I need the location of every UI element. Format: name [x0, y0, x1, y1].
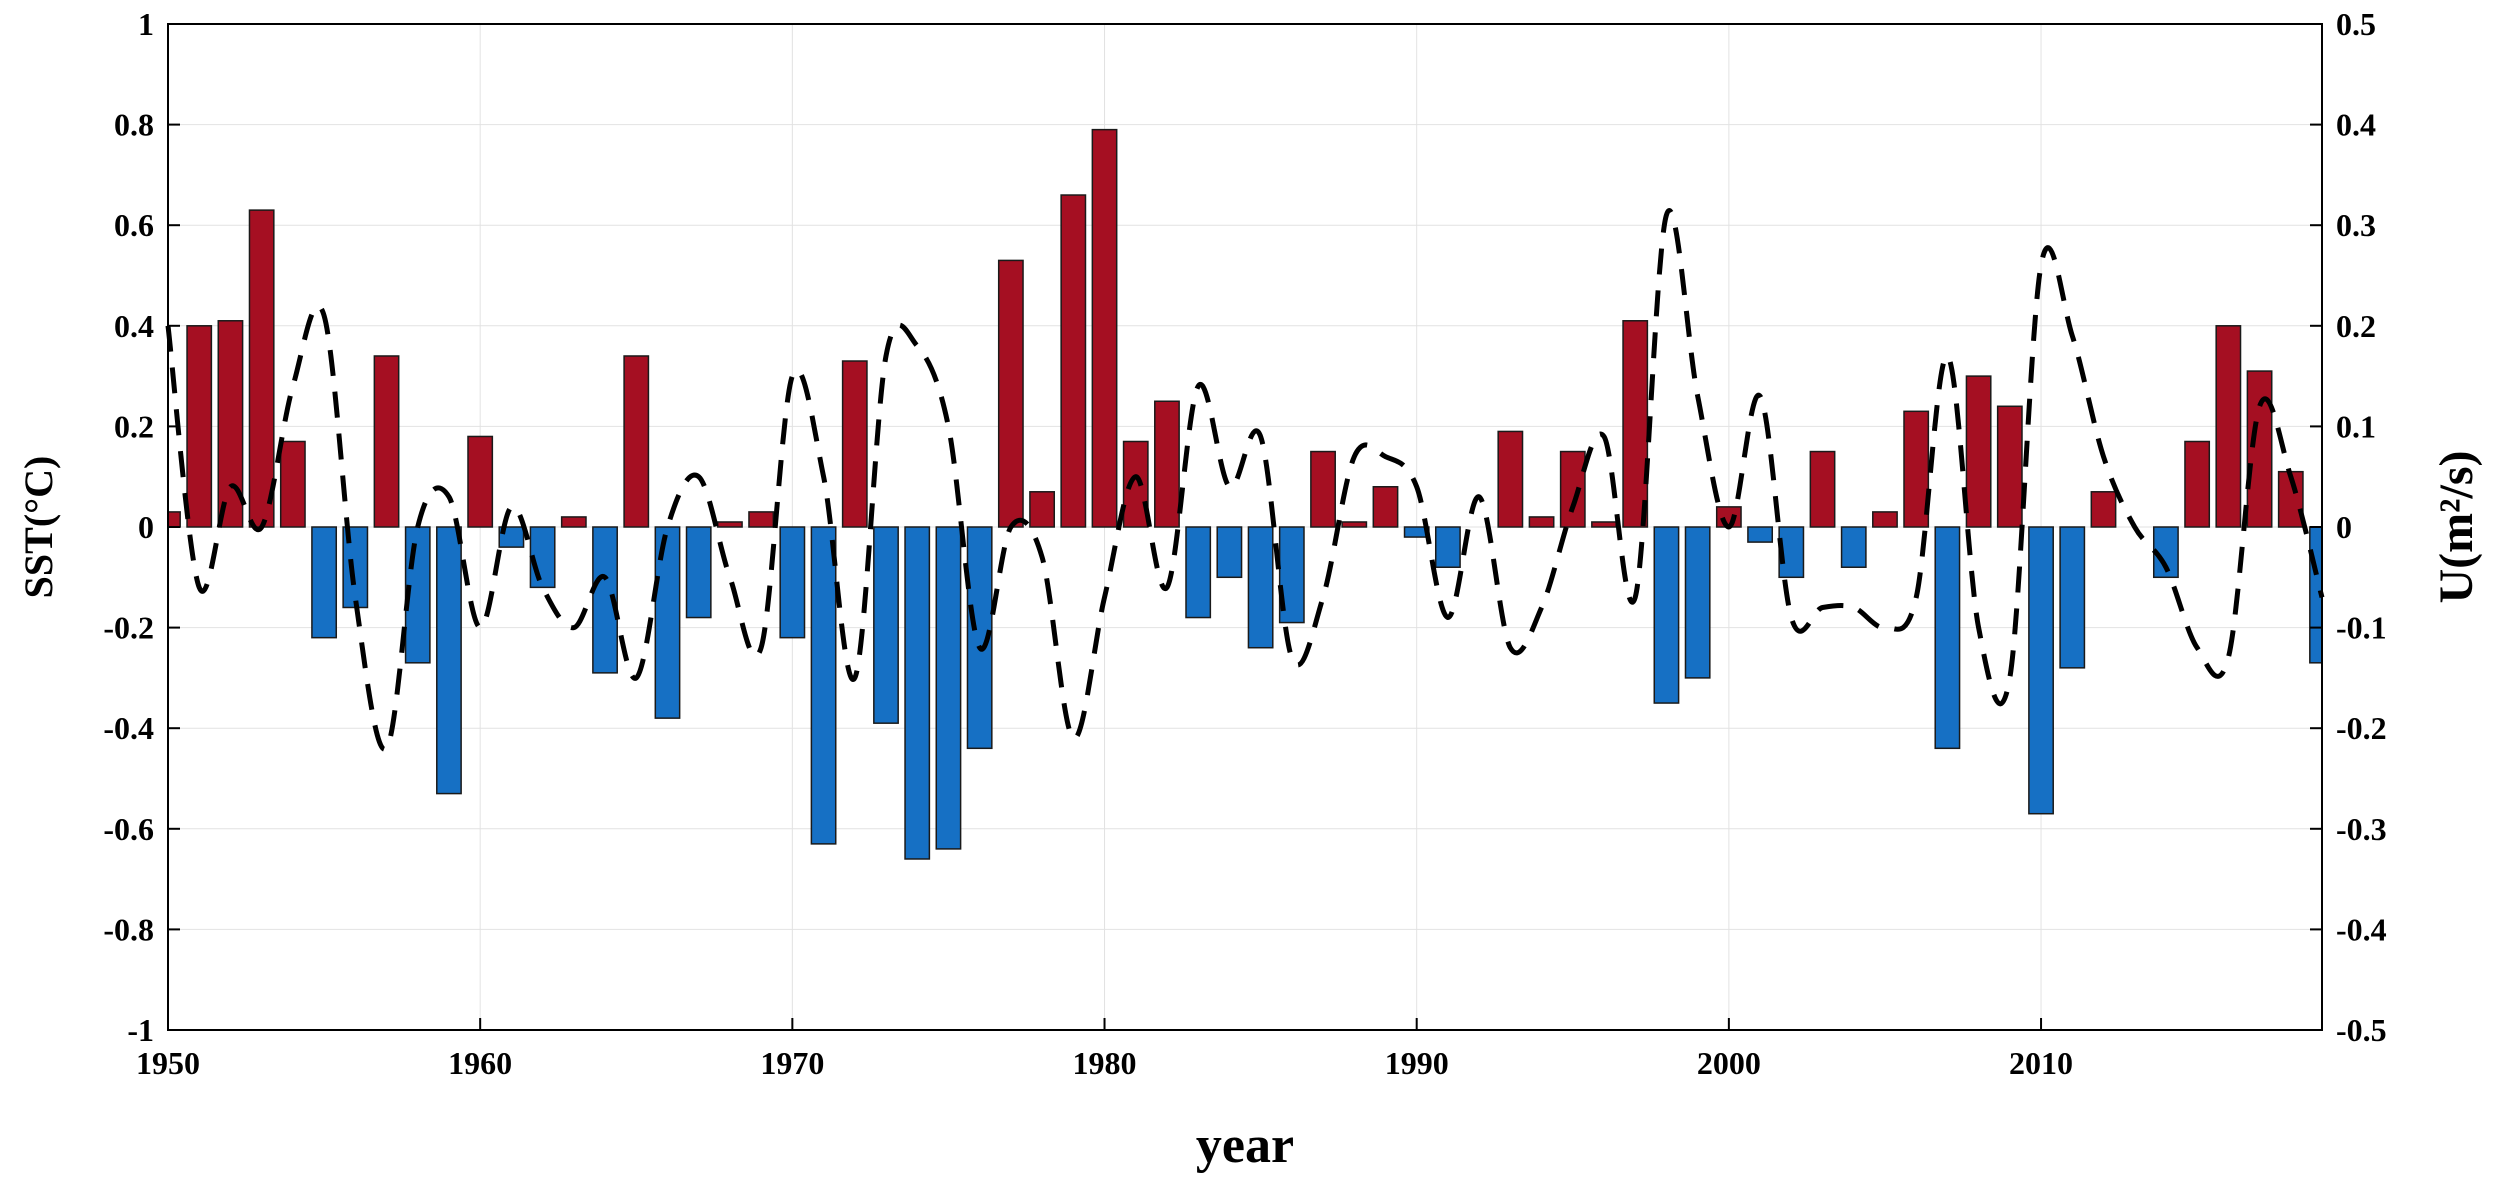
- sst-bar: [167, 511, 181, 528]
- sst-bar: [1747, 526, 1774, 543]
- sst-bar: [2059, 526, 2086, 669]
- sst-bar: [1497, 430, 1524, 528]
- sst-bar: [685, 526, 712, 619]
- right-y-tick-label: -0.3: [2336, 811, 2387, 847]
- sst-bar: [997, 259, 1024, 528]
- sst-bar: [2246, 370, 2273, 528]
- sst-bar: [810, 526, 837, 845]
- x-tick-label: 1980: [1073, 1045, 1137, 1081]
- sst-bar: [1122, 440, 1149, 528]
- sst-bar: [2090, 491, 2117, 528]
- sst-bar: [1934, 526, 1961, 750]
- x-tick-label: 1970: [760, 1045, 824, 1081]
- right-y-tick-label: 0.5: [2336, 6, 2376, 42]
- sst-bar: [467, 435, 494, 528]
- right-y-tick-label: 0.1: [2336, 408, 2376, 444]
- sst-bar: [1372, 486, 1399, 528]
- sst-bar: [1029, 491, 1056, 528]
- sst-bar: [1622, 320, 1649, 528]
- sst-bar: [1341, 521, 1368, 528]
- sst-bar: [935, 526, 962, 850]
- sst-bar: [1310, 450, 1336, 528]
- left-y-tick-label: 0.8: [114, 107, 154, 143]
- sst-bar: [1434, 526, 1461, 568]
- left-y-tick-label: -0.8: [103, 911, 154, 947]
- right-y-tick-label: -0.5: [2336, 1012, 2387, 1048]
- sst-bar: [373, 355, 400, 528]
- right-y-tick-label: -0.1: [2336, 610, 2387, 646]
- sst-bar: [1528, 516, 1555, 528]
- x-tick-label: 2010: [2009, 1045, 2073, 1081]
- ticks: [167, 23, 2322, 1031]
- sst-bar: [248, 209, 275, 528]
- sst-bar: [1185, 526, 1212, 619]
- sst-bar: [841, 360, 868, 528]
- left-y-tick-label: 0: [138, 509, 154, 545]
- left-y-tick-label: 1: [138, 6, 154, 42]
- sst-bar: [748, 511, 775, 528]
- x-tick-label: 2000: [1697, 1045, 1761, 1081]
- sst-bar: [1903, 410, 1930, 528]
- left-y-tick-label: -0.2: [103, 610, 154, 646]
- sst-bar: [716, 521, 743, 528]
- x-axis-title: year: [1196, 1117, 1294, 1174]
- x-tick-label: 1960: [448, 1045, 512, 1081]
- sst-bar: [2028, 526, 2054, 815]
- sst-bar: [560, 516, 587, 528]
- right-y-tick-labels: -0.5 -0.4 -0.3 -0.2 -0.1 0 0.1 0.2 0.3 0.4 0.5: [2336, 6, 2387, 1048]
- sst-bar: [1216, 526, 1243, 579]
- sst-bar: [1809, 450, 1836, 528]
- left-y-tick-label: 0.4: [114, 308, 154, 344]
- sst-bar: [1996, 405, 2023, 528]
- sst-bar: [1965, 375, 1992, 528]
- right-y-tick-label: 0: [2336, 509, 2352, 545]
- sst-bar: [623, 355, 650, 528]
- left-y-tick-labels: -1 -0.8 -0.6 -0.4 -0.2 0 0.2 0.4 0.6 0.8 1: [103, 6, 154, 1048]
- sst-bar: [279, 440, 306, 528]
- left-y-tick-label: -0.6: [103, 811, 154, 847]
- left-y-tick-label: -0.4: [103, 710, 154, 746]
- sst-bar: [1060, 194, 1087, 528]
- sst-bar: [1684, 526, 1711, 679]
- sst-bar: [1091, 128, 1118, 528]
- right-y-axis-title: U(m²/s): [2430, 450, 2483, 603]
- sst-bar: [186, 325, 213, 528]
- right-y-tick-label: -0.4: [2336, 911, 2387, 947]
- left-y-tick-label: 0.2: [114, 408, 154, 444]
- sst-bar: [1840, 526, 1867, 568]
- left-y-tick-label: -1: [127, 1012, 154, 1048]
- sst-bar: [779, 526, 806, 639]
- sst-bar: [1559, 450, 1586, 528]
- right-y-tick-label: 0.3: [2336, 207, 2376, 243]
- sst-bar: [1872, 511, 1898, 528]
- left-y-tick-label: 0.6: [114, 207, 154, 243]
- sst-bar: [311, 526, 338, 639]
- sst-bar: [2184, 440, 2211, 528]
- sst-bar: [436, 526, 462, 795]
- x-tick-label: 1990: [1385, 1045, 1449, 1081]
- right-y-tick-label: -0.2: [2336, 710, 2387, 746]
- sst-bar: [873, 526, 899, 724]
- sst-bar: [1247, 526, 1274, 649]
- sst-bar: [1154, 400, 1180, 528]
- left-y-axis-title: SST(°C): [16, 456, 61, 599]
- sst-bar: [1591, 521, 1617, 528]
- sst-bars: [167, 128, 2323, 860]
- sst-bar: [904, 526, 931, 860]
- sst-bar: [2215, 325, 2242, 528]
- x-tick-labels: 1950 1960 1970 1980 1990 2000 2010: [136, 1045, 2073, 1081]
- x-tick-label: 1950: [136, 1045, 200, 1081]
- sst-bar: [1653, 526, 1680, 704]
- right-y-tick-label: 0.2: [2336, 308, 2376, 344]
- right-y-tick-label: 0.4: [2336, 107, 2376, 143]
